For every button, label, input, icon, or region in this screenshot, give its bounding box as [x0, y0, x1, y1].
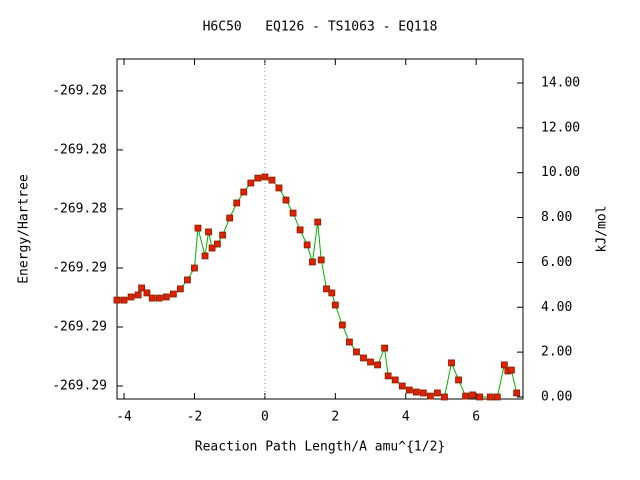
y-tick-label: -269.29 [52, 319, 107, 334]
marker [233, 199, 241, 207]
y2-axis-label: kJ/mol [595, 206, 610, 253]
marker [405, 386, 413, 394]
marker [323, 285, 330, 293]
marker [381, 344, 389, 352]
y2-tick-label: 10.00 [541, 165, 580, 180]
marker [455, 376, 462, 384]
marker [282, 196, 290, 204]
marker [513, 389, 521, 397]
marker [469, 391, 477, 399]
marker [296, 226, 304, 234]
marker [134, 291, 142, 299]
y2-tick-label: 2.00 [541, 345, 572, 360]
marker [419, 389, 427, 397]
marker [191, 264, 198, 272]
marker [120, 296, 128, 304]
line [117, 176, 518, 398]
marker [194, 224, 202, 232]
marker [219, 231, 227, 239]
marker [317, 256, 325, 264]
chart-title: H6C50 EQ126 - TS1063 - EQ118 [203, 20, 438, 35]
marker [374, 361, 381, 369]
marker [143, 289, 151, 297]
marker [138, 284, 146, 292]
x-tick-label: -2 [187, 410, 203, 425]
marker [148, 294, 156, 302]
y2-tick-label: 12.00 [541, 120, 580, 135]
marker [201, 252, 209, 260]
marker [261, 173, 269, 181]
y2-tick-label: 0.00 [541, 389, 572, 404]
marker [434, 389, 441, 397]
y-tick-label: -269.29 [52, 260, 107, 275]
marker [275, 184, 283, 192]
marker [493, 393, 501, 401]
marker [391, 376, 399, 384]
y-tick-label: -269.28 [52, 201, 107, 216]
y2-tick-label: 14.00 [541, 75, 580, 90]
y-axis-label: Energy/Hartree [17, 174, 32, 284]
x-tick-label: -4 [116, 410, 132, 425]
marker [500, 361, 508, 369]
marker [448, 359, 455, 367]
marker [268, 176, 276, 184]
marker [384, 372, 392, 380]
x-axis-label: Reaction Path Length/A amu^{1/2} [195, 440, 445, 455]
marker [226, 214, 234, 222]
marker [412, 388, 420, 396]
marker [240, 188, 248, 196]
marker [331, 301, 339, 309]
marker [462, 392, 470, 400]
marker [353, 348, 360, 356]
x-tick-label: 0 [261, 410, 269, 425]
y-tick-label: -269.28 [52, 83, 107, 98]
marker [155, 294, 163, 302]
marker [360, 354, 367, 362]
marker [338, 321, 346, 329]
marker [247, 179, 255, 187]
y-tick-label: -269.29 [52, 379, 107, 394]
marker [176, 285, 184, 293]
x-tick-label: 6 [472, 410, 480, 425]
y2-tick-label: 4.00 [541, 300, 572, 315]
marker [398, 382, 406, 390]
marker [254, 174, 262, 182]
marker [426, 392, 434, 400]
marker [184, 276, 191, 284]
marker [113, 296, 121, 304]
marker [328, 289, 336, 297]
marker [441, 393, 448, 401]
marker [476, 393, 484, 401]
marker [213, 240, 221, 248]
marker [162, 293, 170, 301]
marker [309, 258, 316, 266]
x-tick-label: 4 [402, 410, 410, 425]
marker [486, 393, 494, 401]
marker [346, 338, 353, 346]
marker [127, 293, 135, 301]
marker [507, 366, 515, 374]
marker [303, 241, 311, 249]
x-tick-label: 2 [331, 410, 339, 425]
marker [367, 358, 374, 366]
marker [208, 244, 216, 252]
marker [289, 209, 297, 217]
y2-tick-label: 6.00 [541, 255, 572, 270]
y2-tick-label: 8.00 [541, 210, 572, 225]
y-tick-label: -269.28 [52, 142, 107, 157]
plot-frame [116, 58, 524, 400]
marker [205, 228, 212, 236]
marker [169, 290, 177, 298]
marker [314, 218, 322, 226]
